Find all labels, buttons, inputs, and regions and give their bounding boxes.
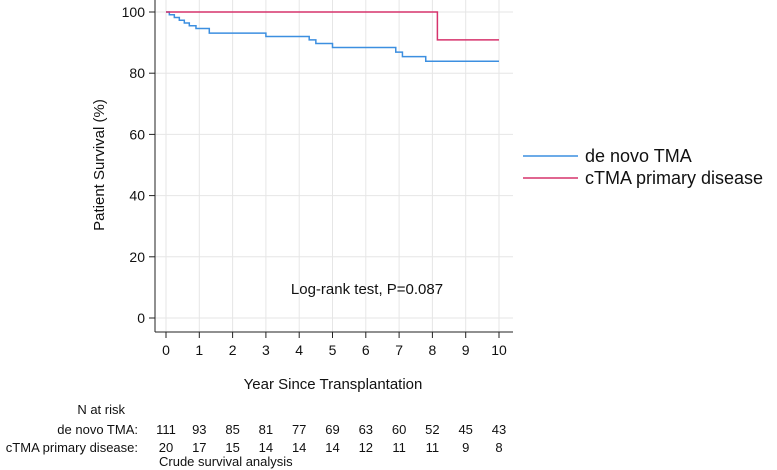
y-tick-label: 80: [129, 65, 145, 81]
risk-value: 8: [495, 440, 502, 455]
y-axis-title: Patient Survival (%): [91, 99, 108, 231]
risk-value: 14: [325, 440, 339, 455]
risk-value: 85: [225, 422, 239, 437]
risk-value: 77: [292, 422, 306, 437]
x-tick-label: 6: [362, 342, 370, 358]
risk-row-label-1: cTMA primary disease:: [6, 440, 138, 455]
y-tick-label: 60: [129, 126, 145, 142]
x-axis-title: Year Since Transplantation: [244, 376, 423, 393]
risk-value: 14: [292, 440, 306, 455]
risk-table-footnote: Crude survival analysis: [159, 454, 293, 469]
y-tick-label: 20: [129, 249, 145, 265]
risk-value: 81: [259, 422, 273, 437]
series-layer: [166, 11, 499, 63]
x-tick-label: 8: [429, 342, 437, 358]
risk-value: 11: [392, 440, 406, 455]
series-line-1: [166, 11, 499, 41]
risk-table-header: N at risk: [77, 402, 125, 417]
risk-value: 17: [192, 440, 206, 455]
x-tick-label: 9: [462, 342, 470, 358]
x-tick-label: 4: [295, 342, 303, 358]
x-tick-label: 7: [395, 342, 403, 358]
risk-value: 111: [156, 422, 176, 437]
risk-value: 14: [259, 440, 273, 455]
y-tick-label: 100: [122, 4, 146, 20]
risk-value: 60: [392, 422, 406, 437]
risk-row-label-0: de novo TMA:: [57, 422, 138, 437]
risk-value: 93: [192, 422, 206, 437]
risk-table: de novo TMA: 111 93 85 81 77 69 63 60 52 45 43 cTMA …: [6, 422, 506, 455]
x-tick-label: 5: [329, 342, 337, 358]
grid-layer: [155, 0, 513, 332]
risk-value: 52: [425, 422, 439, 437]
risk-value: 69: [325, 422, 339, 437]
x-tick-label: 1: [195, 342, 203, 358]
risk-value: 12: [359, 440, 373, 455]
x-tick-label: 0: [162, 342, 170, 358]
legend-label-1: cTMA primary disease: [585, 168, 763, 188]
y-tick-label: 0: [137, 310, 145, 326]
x-tick-label: 3: [262, 342, 270, 358]
risk-value: 11: [426, 440, 440, 455]
plot-area: [155, 0, 513, 332]
risk-value: 63: [359, 422, 373, 437]
x-tick-label: 10: [491, 342, 507, 358]
risk-value: 9: [462, 440, 469, 455]
risk-value: 43: [492, 422, 506, 437]
axes-layer: 0 20 40 60 80 100 0 1 2 3 4 5 6 7 8 9 10: [122, 0, 513, 358]
x-tick-label: 2: [229, 342, 237, 358]
series-line-0: [166, 11, 499, 63]
y-tick-label: 40: [129, 188, 145, 204]
legend-label-0: de novo TMA: [585, 146, 692, 166]
risk-value: 45: [458, 422, 472, 437]
risk-value: 20: [159, 440, 173, 455]
logrank-annotation: Log-rank test, P=0.087: [291, 281, 443, 298]
risk-value: 15: [225, 440, 239, 455]
